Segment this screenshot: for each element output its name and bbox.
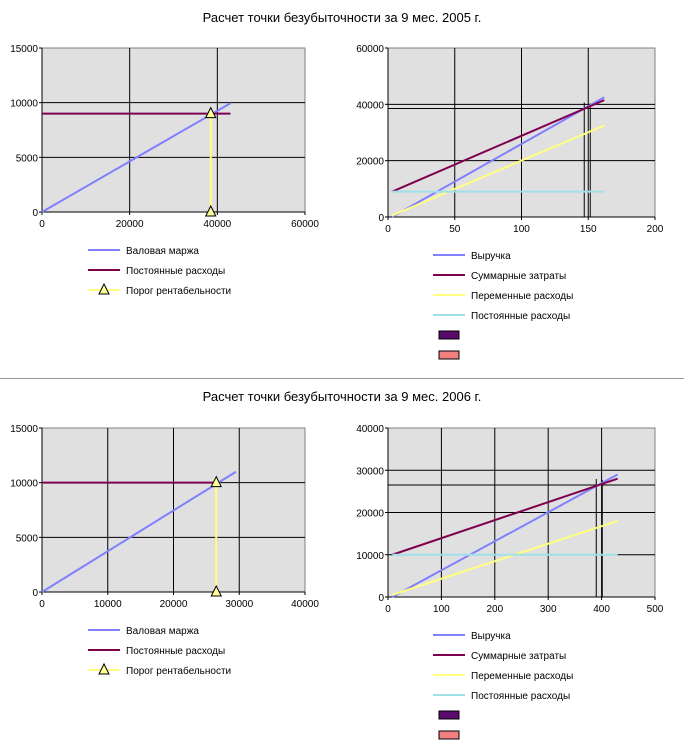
x-tick-label: 0 (385, 604, 391, 615)
legend-label: Суммарные затраты (471, 271, 566, 282)
legend-swatch (438, 730, 460, 740)
x-tick-label: 20000 (116, 219, 144, 230)
y-tick-label: 0 (378, 593, 384, 604)
x-tick-label: 500 (647, 604, 664, 615)
triangle-marker (210, 584, 223, 597)
x-tick-label: 30000 (225, 599, 253, 610)
legend-label: Валовая маржа (126, 626, 199, 637)
legend-label: Выручка (471, 251, 511, 262)
y-tick-label: 60000 (356, 44, 384, 55)
x-tick-label: 200 (486, 604, 503, 615)
y-tick-label: 30000 (356, 466, 384, 477)
legend-swatch (438, 330, 460, 340)
x-tick-label: 40000 (203, 219, 231, 230)
triangle-marker (204, 204, 217, 217)
x-tick-label: 100 (513, 224, 530, 235)
x-tick-label: 300 (540, 604, 557, 615)
legend-triangle-marker (98, 662, 110, 675)
y-tick-label: 40000 (356, 100, 384, 111)
section-divider (0, 378, 684, 379)
y-tick-label: 10000 (356, 551, 384, 562)
legend-label: Постоянные расходы (471, 691, 570, 702)
y-tick-label: 40000 (356, 424, 384, 435)
series-line (391, 99, 605, 193)
triangle-marker (204, 106, 217, 119)
series-line (41, 470, 237, 593)
plot-area (41, 47, 306, 213)
legend-label: Суммарные затраты (471, 651, 566, 662)
series-line (391, 124, 605, 217)
x-tick-label: 50 (449, 224, 461, 235)
y-tick-label: 0 (32, 208, 38, 219)
legend-label: Постоянные расходы (126, 266, 225, 277)
legend-swatch (438, 350, 460, 360)
legend-label: Постоянные расходы (126, 646, 225, 657)
x-tick-label: 150 (580, 224, 597, 235)
x-tick-label: 10000 (94, 599, 122, 610)
x-tick-label: 100 (433, 604, 450, 615)
y-tick-label: 20000 (356, 157, 384, 168)
section-title-2005: Расчет точки безубыточности за 9 мес. 20… (202, 10, 482, 25)
y-tick-label: 0 (378, 213, 384, 224)
y-tick-label: 10000 (10, 99, 38, 110)
series-line (391, 96, 605, 218)
series-line (391, 519, 618, 596)
x-tick-label: 60000 (291, 219, 319, 230)
y-tick-label: 10000 (10, 479, 38, 490)
legend-swatch (438, 710, 460, 720)
y-tick-label: 0 (32, 588, 38, 599)
legend-label: Порог рентабельности (126, 285, 231, 297)
legend-label: Порог рентабельности (126, 665, 231, 677)
x-tick-label: 0 (39, 219, 45, 230)
legend-triangle-marker (98, 282, 110, 295)
triangle-marker (210, 475, 223, 488)
section-title-2006: Расчет точки безубыточности за 9 мес. 20… (202, 389, 482, 404)
legend-label: Переменные расходы (471, 671, 573, 682)
series-line (391, 477, 618, 556)
y-tick-label: 15000 (10, 424, 38, 435)
legend-label: Постоянные расходы (471, 311, 570, 322)
x-tick-label: 200 (647, 224, 664, 235)
legend-label: Валовая маржа (126, 246, 199, 257)
x-tick-label: 20000 (160, 599, 188, 610)
y-tick-label: 20000 (356, 509, 384, 520)
series-line (41, 102, 231, 213)
y-tick-label: 5000 (16, 533, 39, 544)
x-tick-label: 0 (39, 599, 45, 610)
legend-label: Переменные расходы (471, 291, 573, 302)
series-line (391, 473, 619, 598)
x-tick-label: 400 (593, 604, 610, 615)
x-tick-label: 40000 (291, 599, 319, 610)
y-tick-label: 15000 (10, 44, 38, 55)
x-tick-label: 0 (385, 224, 391, 235)
legend-label: Выручка (471, 631, 511, 642)
y-tick-label: 5000 (16, 153, 39, 164)
